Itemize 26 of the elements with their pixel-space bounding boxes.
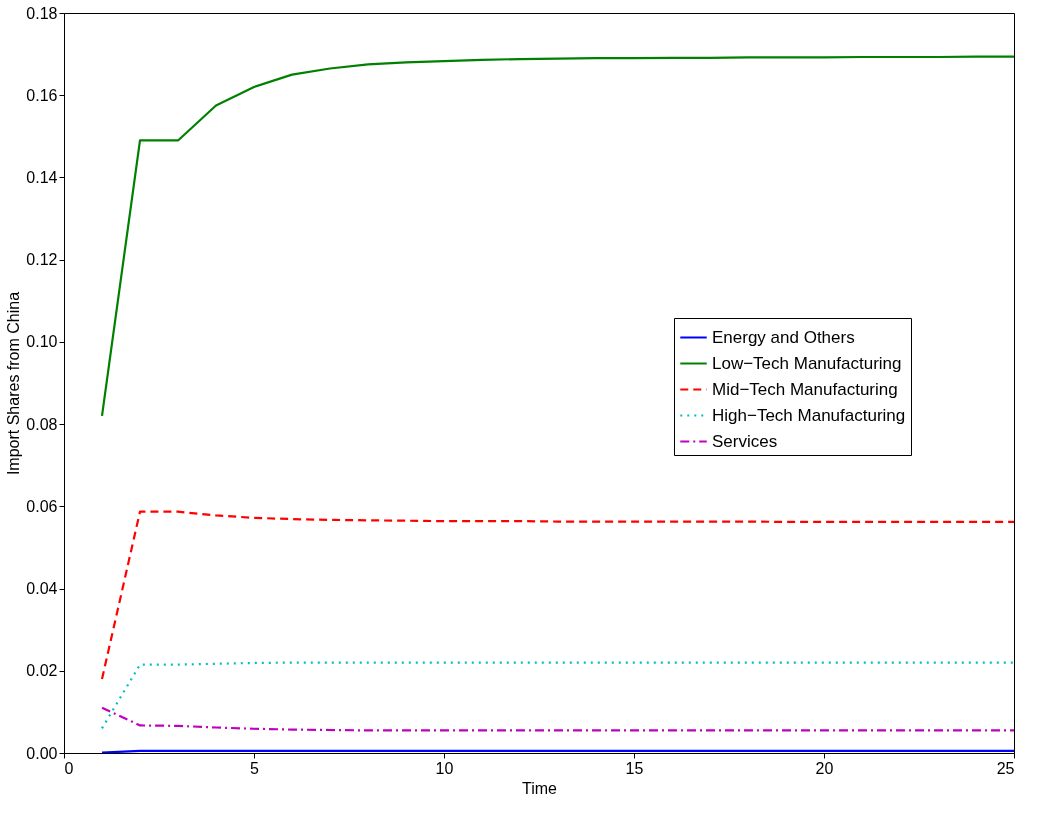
x-tick-label: 20 [815,759,834,777]
x-tick-label: 5 [250,759,260,777]
y-tick-label: 0.18 [26,4,58,22]
y-tick-label: 0.14 [26,168,58,186]
x-tick-label: 0 [64,759,74,777]
y-tick-label: 0.00 [26,744,58,762]
legend-label: Services [712,431,778,451]
x-tick-label: 25 [996,759,1015,777]
x-tick-label: 10 [435,759,454,777]
y-axis-title: Import Shares from China [5,291,23,476]
legend-label: High−Tech Manufacturing [712,405,906,425]
line-series [100,510,1014,681]
legend-label: Low−Tech Manufacturing [712,353,902,373]
y-tick-label: 0.04 [26,580,58,598]
y-tick-label: 0.16 [26,86,58,104]
legend-label: Mid−Tech Manufacturing [712,379,898,399]
y-tick-label: 0.08 [26,415,58,433]
x-tick-label: 15 [625,759,644,777]
x-axis-title: Time [522,779,558,797]
y-tick-label: 0.06 [26,497,58,515]
line-series [100,661,1014,730]
y-tick-label: 0.10 [26,333,58,351]
line-series [100,706,1014,732]
y-tick-label: 0.02 [26,662,58,680]
y-tick-label: 0.12 [26,251,58,269]
legend-label: Energy and Others [712,327,855,347]
